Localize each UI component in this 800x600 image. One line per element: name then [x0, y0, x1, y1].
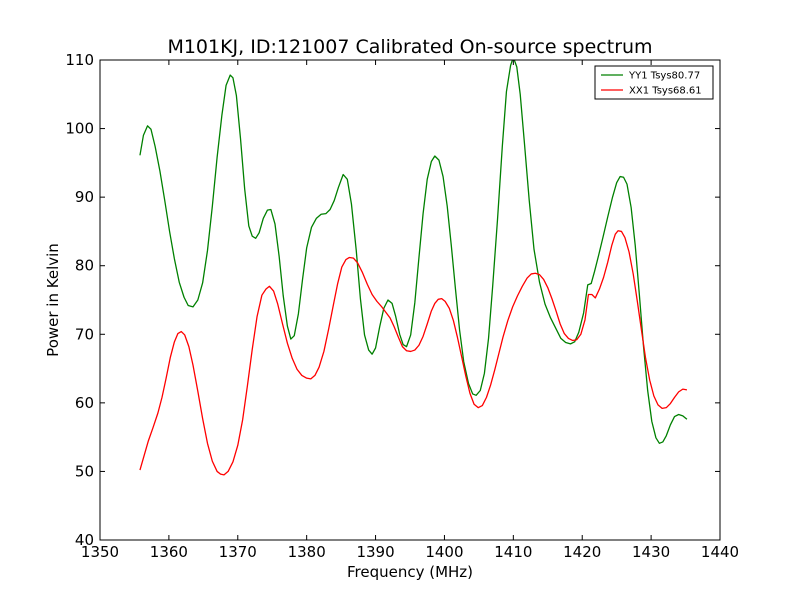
x-tick-label: 1420: [563, 543, 601, 561]
x-tick-label: 1400: [425, 543, 463, 561]
x-tick-label: 1430: [632, 543, 670, 561]
series-layer: [139, 60, 688, 476]
x-tick-label: 1390: [356, 543, 394, 561]
legend: YY1 Tsys80.77 XX1 Tsys68.61: [594, 65, 714, 100]
legend-box: [594, 65, 714, 100]
series-line-xx1: [139, 230, 688, 476]
legend-label-yy1: YY1 Tsys80.77: [628, 71, 700, 82]
y-tick-label: 110: [65, 51, 94, 69]
plot-background: [100, 60, 720, 540]
x-tick-label: 1360: [150, 543, 188, 561]
x-axis-label: Frequency (MHz): [347, 563, 473, 581]
y-tick-label: 90: [75, 188, 94, 206]
series-line-yy1: [139, 60, 688, 444]
y-axis-label: Power in Kelvin: [44, 243, 62, 357]
legend-label-xx1: XX1 Tsys68.61: [629, 86, 702, 97]
y-tick-label: 80: [75, 257, 94, 275]
x-tick-label: 1380: [288, 543, 326, 561]
plot-frame: [99, 59, 721, 541]
ticks-layer: 1350 1360 1370 1380 1390 1400 1410 1420 1430 1440…: [65, 51, 739, 561]
x-tick-label: 1350: [81, 543, 119, 561]
chart-title: M101KJ, ID:121007 Calibrated On-source s…: [167, 36, 652, 58]
x-tick-label: 1370: [219, 543, 257, 561]
x-tick-label: 1440: [701, 543, 739, 561]
x-tick-label: 1410: [494, 543, 532, 561]
y-tick-label: 50: [75, 462, 94, 480]
plot-area: 1350 1360 1370 1380 1390 1400 1410 1420 1430 1440…: [65, 51, 739, 561]
y-tick-label: 60: [75, 394, 94, 412]
y-tick-label: 70: [75, 325, 94, 343]
y-tick-label: 100: [65, 120, 94, 138]
y-tick-label: 40: [75, 531, 94, 549]
